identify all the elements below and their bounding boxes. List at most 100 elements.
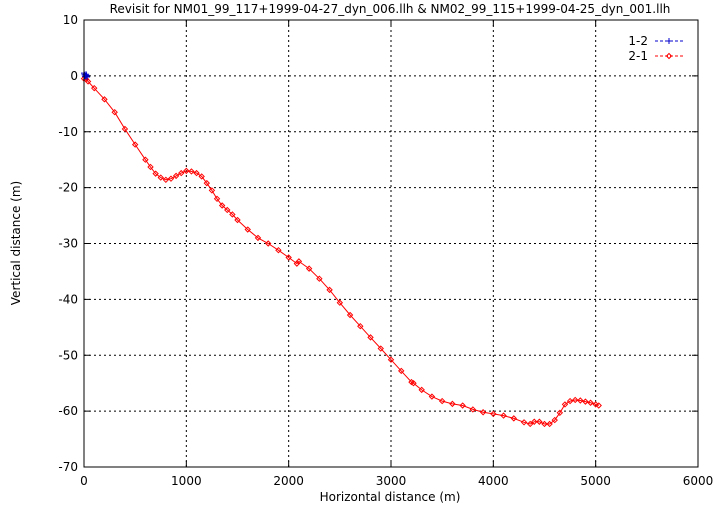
x-tick-label: 4000 bbox=[478, 474, 509, 488]
data-point bbox=[566, 397, 574, 405]
data-point bbox=[254, 234, 262, 242]
axis-ticks: 0 1000 2000 3000 4000 5000 6000 10 0 -10 -20 -30 -40… bbox=[58, 13, 713, 488]
x-tick-label: 0 bbox=[80, 474, 88, 488]
data-point bbox=[101, 96, 108, 103]
data-point bbox=[188, 168, 195, 175]
legend-label: 1-2 bbox=[628, 34, 648, 48]
data-point bbox=[203, 179, 211, 187]
data-point bbox=[295, 258, 303, 265]
data-point bbox=[428, 393, 436, 400]
data-point bbox=[469, 406, 477, 413]
data-point bbox=[490, 410, 497, 418]
chart-title: Revisit for NM01_99_117+1999-04-27_dyn_0… bbox=[110, 2, 671, 16]
data-point bbox=[510, 415, 518, 422]
y-axis-label: Vertical distance (m) bbox=[9, 181, 23, 305]
data-point bbox=[531, 418, 538, 425]
y-tick-label: -60 bbox=[58, 404, 78, 418]
data-point bbox=[152, 170, 159, 177]
data-point bbox=[387, 356, 395, 363]
x-tick-label: 3000 bbox=[376, 474, 407, 488]
data-point bbox=[167, 175, 175, 182]
data-point bbox=[438, 397, 446, 405]
x-tick-label: 1000 bbox=[171, 474, 202, 488]
series-line bbox=[83, 78, 599, 425]
y-tick-label: -40 bbox=[58, 292, 78, 306]
data-point bbox=[577, 397, 584, 404]
data-point bbox=[157, 174, 164, 181]
data-point bbox=[595, 402, 602, 409]
data-point bbox=[367, 334, 374, 341]
data-point bbox=[479, 409, 487, 416]
data-point bbox=[500, 412, 507, 419]
data-point bbox=[142, 156, 149, 163]
data-point bbox=[520, 419, 528, 426]
plot-frame bbox=[83, 19, 699, 468]
y-tick-label: -10 bbox=[58, 125, 78, 139]
data-point bbox=[213, 195, 221, 203]
data-point bbox=[131, 141, 139, 148]
data-point bbox=[305, 265, 313, 272]
x-tick-label: 2000 bbox=[273, 474, 304, 488]
data-point bbox=[293, 260, 301, 267]
data-point bbox=[91, 84, 98, 92]
data-point bbox=[582, 398, 589, 405]
data-point bbox=[193, 169, 200, 177]
data-point bbox=[147, 163, 154, 171]
data-point bbox=[377, 345, 384, 352]
x-tick-label: 6000 bbox=[683, 474, 714, 488]
data-point bbox=[326, 286, 333, 294]
data-point bbox=[541, 420, 548, 428]
y-tick-label: 10 bbox=[63, 13, 78, 27]
data-point bbox=[556, 409, 564, 417]
x-axis-label: Horizontal distance (m) bbox=[320, 490, 461, 504]
data-point bbox=[357, 322, 364, 330]
data-point bbox=[275, 246, 282, 254]
data-point bbox=[172, 172, 180, 180]
data-point bbox=[536, 418, 543, 425]
data-point bbox=[592, 401, 599, 408]
data-point bbox=[449, 400, 456, 408]
y-tick-label: -50 bbox=[58, 348, 78, 362]
data-point bbox=[264, 240, 272, 247]
y-tick-label: -30 bbox=[58, 237, 78, 251]
data-point bbox=[546, 420, 553, 428]
data-point bbox=[229, 211, 236, 218]
data-point bbox=[198, 173, 205, 180]
legend-label: 2-1 bbox=[628, 49, 648, 63]
data-point bbox=[336, 299, 344, 306]
data-point bbox=[561, 401, 569, 408]
data-point bbox=[398, 367, 405, 375]
data-point bbox=[224, 206, 231, 214]
data-point bbox=[121, 125, 129, 133]
data-point bbox=[346, 311, 354, 319]
data-point bbox=[234, 216, 241, 224]
x-tick-label: 5000 bbox=[580, 474, 611, 488]
data-point bbox=[178, 169, 185, 177]
legend-marker bbox=[666, 38, 672, 44]
plot-area bbox=[80, 70, 602, 428]
data-point bbox=[84, 73, 91, 80]
data-point bbox=[551, 416, 558, 424]
data-point bbox=[162, 176, 170, 184]
data-point bbox=[244, 226, 251, 233]
data-point bbox=[418, 386, 425, 394]
y-tick-label: 0 bbox=[70, 69, 78, 83]
data-point bbox=[208, 187, 216, 194]
data-point bbox=[218, 202, 226, 209]
data-point bbox=[587, 399, 594, 406]
data-point bbox=[410, 379, 417, 387]
grid bbox=[84, 20, 698, 467]
data-point bbox=[84, 78, 92, 85]
data-point bbox=[285, 254, 292, 261]
data-point bbox=[571, 396, 579, 404]
data-point bbox=[459, 402, 466, 409]
data-point bbox=[316, 275, 323, 282]
y-tick-label: -70 bbox=[58, 460, 78, 474]
data-point bbox=[183, 167, 190, 175]
y-tick-label: -20 bbox=[58, 181, 78, 195]
data-point bbox=[111, 108, 118, 116]
legend-marker bbox=[665, 52, 673, 60]
data-point bbox=[526, 420, 534, 428]
legend: 1-22-1 bbox=[628, 34, 683, 63]
